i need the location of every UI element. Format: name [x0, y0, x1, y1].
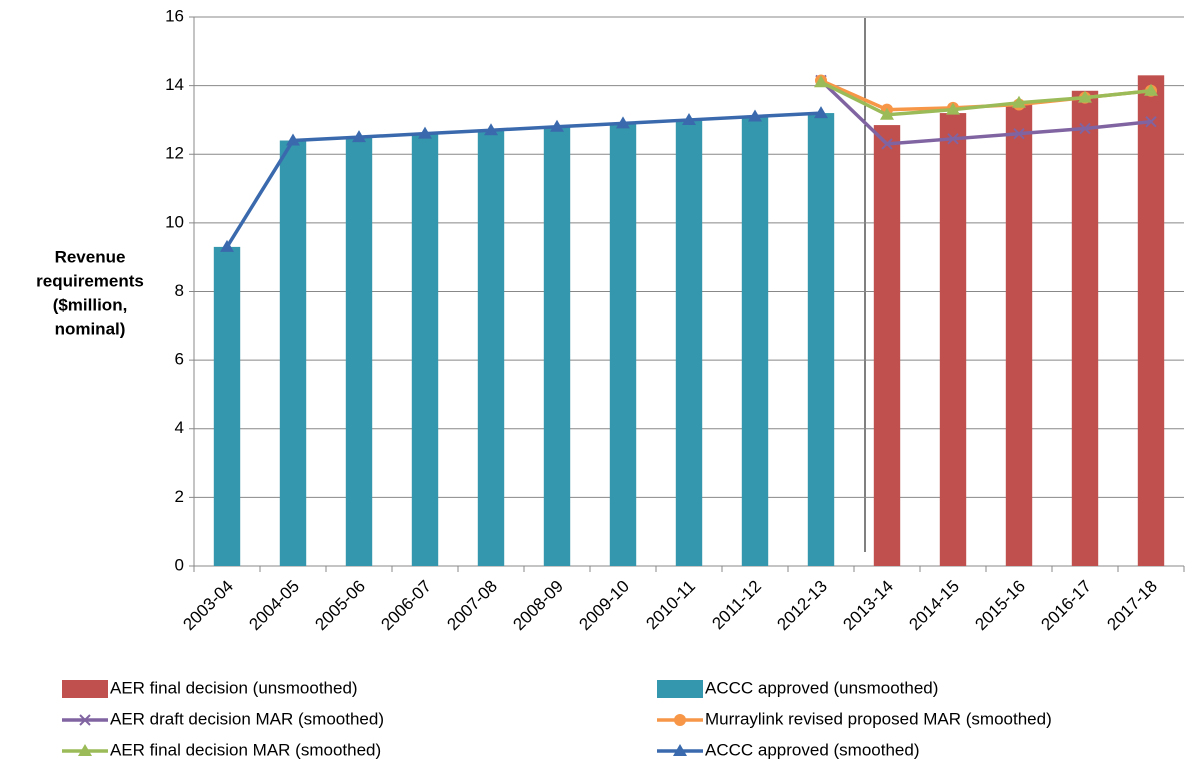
- bar: [345, 137, 373, 566]
- x-tick-label: 2009-10: [575, 577, 633, 635]
- bar: [609, 123, 637, 567]
- legend-label: AER final decision (unsmoothed): [110, 678, 358, 697]
- bar: [1005, 102, 1033, 566]
- marker: [1012, 95, 1026, 108]
- legend-entry: AER draft decision MAR (smoothed): [62, 709, 384, 728]
- bar: [477, 130, 505, 566]
- marker: [1013, 127, 1025, 140]
- bar: [1137, 75, 1165, 567]
- y-axis-label: Revenue: [55, 247, 126, 266]
- bar: [873, 125, 901, 566]
- y-axis-label: requirements: [36, 271, 144, 290]
- y-tick-label: 14: [165, 75, 184, 94]
- x-tick-label: 2013-14: [839, 577, 897, 635]
- x-tick-label: 2012-13: [773, 577, 831, 635]
- legend-entry: ACCC approved (unsmoothed): [657, 678, 938, 698]
- marker: [814, 75, 828, 88]
- x-tick-label: 2003-04: [179, 577, 237, 635]
- y-tick-label: 2: [175, 487, 184, 506]
- y-tick-label: 12: [165, 144, 184, 163]
- y-tick-label: 8: [175, 281, 184, 300]
- marker: [881, 138, 893, 150]
- y-axis-label: ($million,: [53, 295, 128, 314]
- y-tick-label: 6: [175, 350, 184, 369]
- legend-entry: ACCC approved (smoothed): [657, 740, 919, 759]
- legend-label: AER draft decision MAR (smoothed): [110, 709, 384, 728]
- x-tick-label: 2007-08: [443, 577, 501, 635]
- bar: [741, 116, 769, 566]
- marker: [286, 133, 300, 146]
- y-tick-label: 10: [165, 212, 184, 231]
- x-tick-label: 2017-18: [1103, 577, 1161, 635]
- y-tick-label: 4: [175, 418, 184, 437]
- marker: [814, 106, 828, 119]
- marker: [1145, 115, 1157, 128]
- legend-marker: [79, 714, 91, 726]
- legend-entry: AER final decision (unsmoothed): [62, 678, 358, 698]
- legend-label: AER final decision MAR (smoothed): [110, 740, 381, 759]
- marker: [748, 109, 762, 122]
- x-tick-label: 2005-06: [311, 577, 369, 635]
- marker: [1078, 90, 1092, 103]
- legend-label: ACCC approved (unsmoothed): [705, 678, 938, 697]
- bar: [939, 113, 967, 566]
- marker: [220, 239, 234, 252]
- legend-entry: AER final decision MAR (smoothed): [62, 740, 381, 759]
- bar: [411, 133, 439, 566]
- x-tick-label: 2016-17: [1037, 577, 1095, 635]
- y-tick-label: 16: [165, 6, 184, 25]
- x-tick-label: 2014-15: [905, 577, 963, 635]
- marker: [616, 116, 630, 129]
- x-tick-label: 2008-09: [509, 577, 567, 635]
- x-tick-label: 2010-11: [642, 577, 699, 634]
- marker: [418, 126, 432, 139]
- marker: [1144, 83, 1158, 96]
- legend-marker: [673, 744, 687, 756]
- marker: [946, 102, 960, 115]
- x-tick-label: 2011-12: [708, 577, 765, 634]
- line: [820, 80, 1152, 117]
- legend-swatch: [657, 680, 703, 698]
- marker: [484, 123, 498, 136]
- marker: [550, 119, 564, 132]
- legend-marker: [674, 714, 686, 726]
- bar: [213, 246, 241, 567]
- bar: [543, 126, 571, 567]
- legend-entry: Murraylink revised proposed MAR (smoothe…: [657, 709, 1052, 728]
- x-tick-label: 2006-07: [377, 577, 435, 635]
- marker: [1079, 122, 1091, 135]
- x-tick-label: 2004-05: [245, 577, 303, 635]
- marker: [682, 112, 696, 125]
- legend-label: ACCC approved (smoothed): [705, 740, 919, 759]
- line: [819, 79, 1152, 146]
- bar: [279, 140, 307, 566]
- y-tick-label: 0: [175, 555, 184, 574]
- legend-swatch: [62, 680, 108, 698]
- line: [225, 111, 822, 248]
- legend-label: Murraylink revised proposed MAR (smoothe…: [705, 709, 1052, 728]
- marker: [947, 133, 959, 145]
- marker: [352, 130, 366, 143]
- bar: [1071, 90, 1099, 566]
- bar: [675, 119, 703, 566]
- bar: [807, 113, 835, 566]
- y-axis-label: nominal): [55, 319, 126, 338]
- marker: [880, 107, 894, 120]
- legend-marker: [78, 744, 92, 756]
- x-tick-label: 2015-16: [971, 577, 1029, 635]
